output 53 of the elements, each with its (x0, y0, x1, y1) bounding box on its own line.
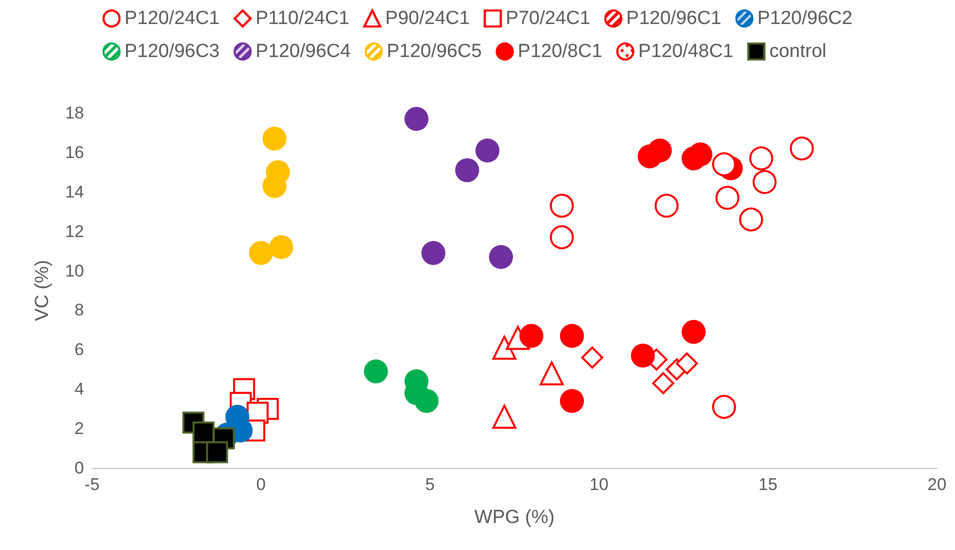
y-tick-label: 12 (65, 222, 84, 241)
x-tick-label: 10 (590, 475, 608, 494)
y-axis-title: VC (%) (32, 260, 53, 322)
y-tick-label: 0 (74, 458, 84, 478)
point (581, 346, 604, 369)
point (560, 324, 584, 348)
y-tick-label: 14 (65, 182, 84, 202)
point (540, 361, 564, 386)
legend-label: P120/96C4 (256, 41, 352, 62)
point (455, 158, 480, 182)
legend-label: P120/96C3 (124, 41, 220, 62)
x-tick-label: 5 (425, 475, 435, 494)
legend-label: P70/24C1 (506, 8, 590, 29)
x-tick-label: 15 (758, 475, 778, 494)
y-tick-label: 18 (65, 104, 84, 122)
legend-label: P110/24C1 (256, 8, 350, 29)
point (676, 352, 698, 374)
point (492, 404, 516, 429)
y-tick-label: 2 (74, 419, 84, 438)
point (249, 241, 273, 266)
legend-label: P90/24C1 (385, 8, 470, 29)
legend-label: P120/96C2 (757, 8, 852, 29)
point (519, 324, 544, 348)
point (630, 344, 655, 368)
point (414, 388, 439, 413)
y-tick-label: 6 (74, 340, 84, 360)
legend-label: P120/24C1 (124, 8, 220, 29)
point (638, 144, 662, 168)
point (652, 372, 674, 394)
point (712, 152, 736, 176)
legend-label: control (769, 41, 826, 62)
x-tick-label: -5 (84, 475, 100, 494)
point (421, 241, 446, 266)
point (682, 320, 706, 344)
x-tick-label: 0 (256, 475, 266, 494)
legend-label: P120/96C1 (626, 8, 722, 29)
y-tick-label: 8 (74, 300, 84, 320)
point (475, 138, 500, 162)
point (404, 106, 428, 131)
point (364, 359, 388, 384)
point (262, 126, 287, 151)
x-axis-title: WPG (%) (474, 507, 555, 528)
point (560, 388, 584, 413)
legend-label: P120/96C5 (386, 41, 482, 62)
legend-label: P120/48C1 (638, 41, 734, 62)
y-tick-label: 16 (65, 142, 84, 162)
y-tick-label: 4 (74, 380, 84, 399)
point (489, 244, 513, 269)
legend-label: P120/8C1 (518, 41, 602, 62)
y-tick-label: 10 (65, 261, 84, 280)
point (206, 441, 228, 464)
point (269, 235, 294, 260)
x-tick-label: 20 (928, 475, 946, 494)
